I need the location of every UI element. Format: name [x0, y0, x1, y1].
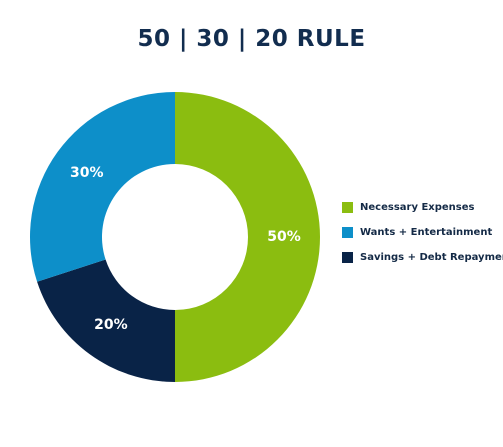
slice-label-30-percent: 30%: [70, 165, 104, 181]
chart-legend: Necessary Expenses Wants + Entertainment S…: [342, 200, 503, 275]
chart-title: 50 | 30 | 20 RULE: [137, 26, 366, 52]
donut-slice-savings-debt-repayment: [37, 259, 176, 382]
donut-slice-wants-entertainment: [29, 91, 176, 282]
donut-slice-necessary-expenses: [175, 92, 320, 382]
legend-label: Necessary Expenses: [360, 201, 475, 213]
legend-label: Savings + Debt Repayment: [360, 251, 503, 263]
legend-swatch: [342, 251, 353, 263]
legend-item: Wants + Entertainment: [342, 225, 503, 239]
legend-label: Wants + Entertainment: [360, 226, 493, 238]
slice-label-50-percent: 50%: [267, 229, 301, 245]
legend-item: Necessary Expenses: [342, 200, 503, 214]
legend-swatch: [342, 226, 353, 238]
slice-label-20-percent: 20%: [94, 317, 128, 333]
legend-swatch: [342, 201, 353, 213]
legend-item: Savings + Debt Repayment: [342, 250, 503, 264]
